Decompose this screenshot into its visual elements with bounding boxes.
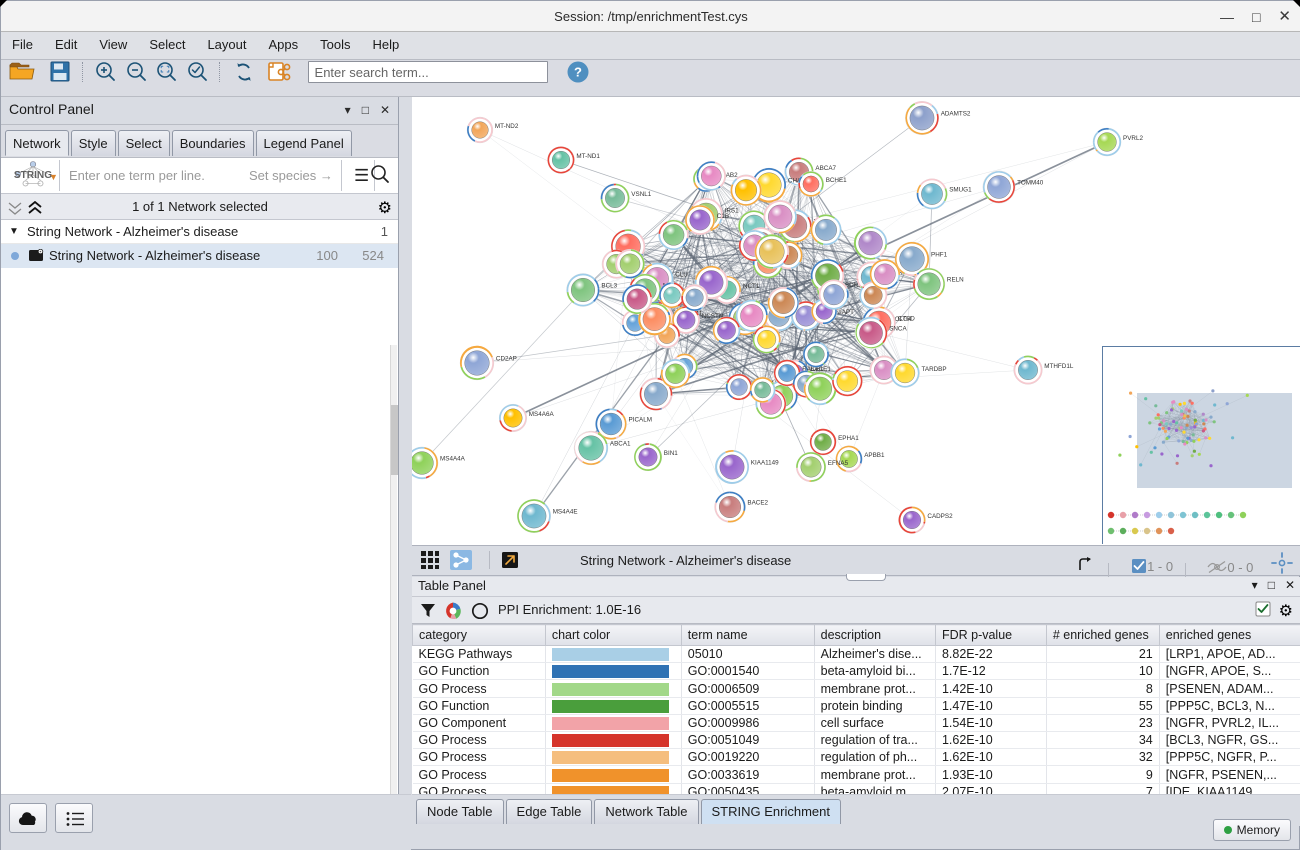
svg-text:CD2AP: CD2AP	[496, 356, 517, 363]
svg-text:CLU: CLU	[675, 272, 688, 279]
svg-text:MS4A4E: MS4A4E	[553, 509, 578, 516]
svg-text:TARDBP: TARDBP	[922, 366, 947, 373]
svg-text:CTSD: CTSD	[898, 316, 916, 323]
svg-text:MTHFD1L: MTHFD1L	[1044, 363, 1074, 370]
svg-text:TOMM40: TOMM40	[1017, 180, 1044, 187]
svg-text:EFNA5: EFNA5	[828, 460, 849, 467]
svg-text:BCL3: BCL3	[601, 283, 617, 290]
svg-text:NCT1: NCT1	[743, 283, 760, 290]
svg-text:BCHE1: BCHE1	[826, 177, 847, 184]
svg-text:MT-ND1: MT-ND1	[576, 153, 600, 160]
svg-text:ABCA1: ABCA1	[610, 441, 631, 448]
svg-text:BACE2: BACE2	[747, 500, 768, 507]
svg-text:BIN1: BIN1	[664, 450, 678, 457]
svg-text:SMUG1: SMUG1	[949, 187, 972, 194]
svg-text:RELN: RELN	[947, 277, 964, 284]
svg-text:MS4A6A: MS4A6A	[529, 411, 555, 418]
svg-text:PICALM: PICALM	[629, 417, 652, 424]
svg-text:C1B: C1B	[717, 213, 729, 220]
svg-text:?: ?	[574, 65, 582, 80]
svg-text:STRING: STRING	[14, 170, 52, 181]
svg-text:ADAMTS2: ADAMTS2	[941, 111, 971, 118]
svg-text:EPHA1: EPHA1	[838, 435, 859, 442]
svg-text:ABCA7: ABCA7	[815, 165, 836, 172]
svg-text:PHF1: PHF1	[931, 251, 948, 258]
svg-text:CADPS2: CADPS2	[927, 513, 953, 520]
svg-text:SNCA: SNCA	[889, 326, 907, 333]
svg-text:PVRL2: PVRL2	[1123, 135, 1143, 142]
svg-text:KIAA1149: KIAA1149	[751, 460, 779, 467]
svg-text:APBB1: APBB1	[864, 452, 885, 459]
svg-text:MS4A4A: MS4A4A	[440, 456, 466, 463]
svg-text:MT-ND2: MT-ND2	[495, 123, 519, 130]
svg-text:VSNL1: VSNL1	[631, 191, 651, 198]
